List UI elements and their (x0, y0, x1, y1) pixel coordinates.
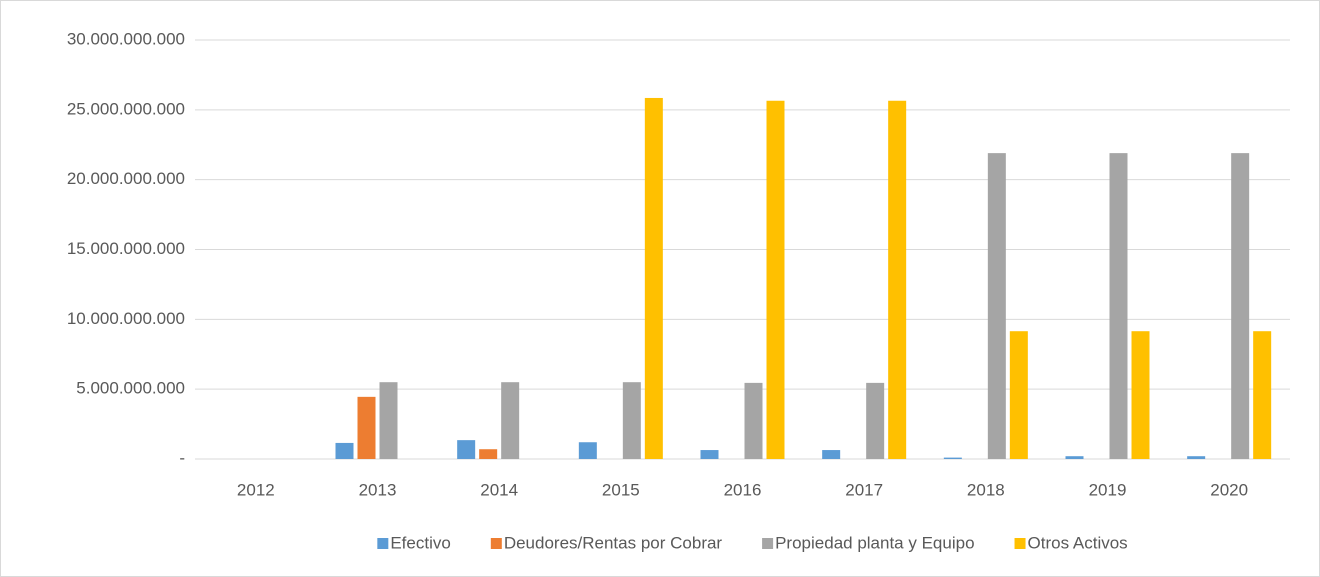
bar (888, 100, 907, 459)
bar (1131, 331, 1150, 459)
x-tick-label: 2014 (480, 480, 518, 499)
y-tick-label: 25.000.000.000 (67, 99, 185, 118)
bar (501, 382, 520, 459)
x-tick-label: 2019 (1089, 480, 1127, 499)
bar (457, 440, 476, 459)
x-tick-label: 2015 (602, 480, 640, 499)
legend-label: Efectivo (390, 533, 450, 552)
bar (644, 97, 663, 459)
bar (479, 449, 498, 459)
x-tick-label: 2018 (967, 480, 1005, 499)
bar (622, 382, 641, 459)
legend-swatch (377, 538, 389, 549)
legend-swatch (762, 538, 774, 549)
bar (1009, 331, 1028, 459)
bar (379, 382, 398, 459)
legend-swatch (490, 538, 502, 549)
bar (1065, 456, 1084, 459)
x-tick-label: 2016 (724, 480, 762, 499)
bar (766, 100, 785, 459)
x-tick-label: 2017 (845, 480, 883, 499)
bar (943, 457, 962, 459)
x-tick-label: 2013 (359, 480, 397, 499)
bar (1109, 153, 1128, 459)
bar (1253, 331, 1272, 459)
y-tick-label: 10.000.000.000 (67, 309, 185, 328)
bar (744, 382, 763, 459)
y-tick-label: - (179, 448, 185, 467)
y-tick-label: 15.000.000.000 (67, 239, 185, 258)
bar (357, 396, 376, 459)
bar (822, 450, 841, 459)
x-tick-label: 2020 (1210, 480, 1248, 499)
bar (335, 442, 354, 459)
x-tick-label: 2012 (237, 480, 275, 499)
y-tick-label: 5.000.000.000 (76, 379, 185, 398)
y-tick-label: 20.000.000.000 (67, 169, 185, 188)
legend-label: Deudores/Rentas por Cobrar (504, 533, 723, 552)
y-tick-label: 30.000.000.000 (67, 29, 185, 48)
bar (1187, 456, 1206, 459)
bar (700, 450, 719, 459)
bar (866, 382, 885, 459)
bar (1231, 153, 1250, 459)
legend-swatch (1014, 538, 1026, 549)
bar (578, 442, 597, 459)
legend-label: Otros Activos (1028, 533, 1128, 552)
bar (987, 153, 1006, 459)
legend-label: Propiedad planta y Equipo (775, 533, 974, 552)
